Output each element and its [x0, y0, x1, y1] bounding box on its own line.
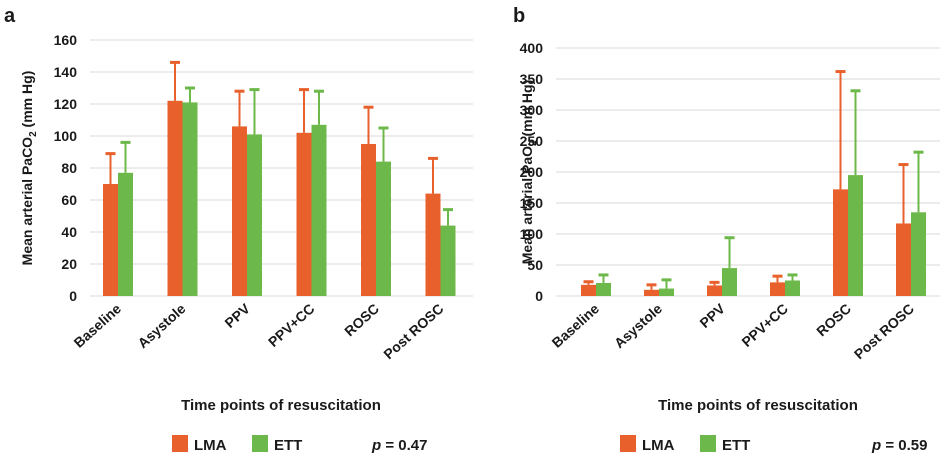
y-tick-label: 60 — [61, 192, 77, 208]
bar-lma — [581, 284, 596, 296]
bar-ett — [118, 172, 133, 296]
panel-label: a — [4, 5, 16, 27]
x-tick-label: PPV — [221, 300, 253, 331]
p-value-symbol: p — [371, 437, 381, 454]
y-axis-title-subscript: 2 — [28, 131, 39, 137]
bar-lma — [833, 189, 848, 296]
x-tick-label: Asystole — [134, 300, 188, 351]
y-tick-label: 100 — [520, 226, 544, 242]
bar-lma — [425, 193, 441, 296]
legend-swatch-lma — [620, 435, 636, 452]
p-value-number: = 0.59 — [881, 437, 927, 454]
x-tick-label: Baseline — [549, 300, 603, 351]
panel-label: b — [513, 5, 525, 27]
legend-swatch-lma — [172, 435, 188, 452]
y-tick-label: 140 — [54, 64, 78, 80]
bar-ett — [911, 212, 926, 296]
y-axis-title-unit: (mm Hg) — [19, 71, 35, 132]
bar-lma — [167, 100, 183, 296]
bar-ett — [376, 161, 391, 296]
p-value: p = 0.59 — [871, 437, 927, 454]
bar-lma — [707, 285, 722, 296]
p-value-symbol: p — [871, 437, 881, 454]
y-tick-label: 350 — [520, 71, 544, 87]
bar-lma — [896, 223, 911, 296]
bar-lma — [296, 132, 312, 296]
y-tick-label: 80 — [61, 160, 77, 176]
y-tick-label: 100 — [54, 128, 78, 144]
bar-ett — [440, 225, 456, 296]
legend-swatch-ett — [252, 435, 268, 452]
x-tick-label: Asystole — [611, 300, 665, 351]
y-axis-title: Mean arterial PaCO2 (mm Hg) — [19, 71, 39, 266]
y-tick-label: 150 — [520, 195, 544, 211]
x-tick-label: ROSC — [813, 300, 854, 339]
x-tick-label: Baseline — [71, 300, 125, 351]
x-axis-title: Time points of resuscitation — [658, 397, 858, 414]
x-tick-label: ROSC — [341, 300, 382, 339]
y-tick-label: 40 — [61, 224, 77, 240]
legend-swatch-ett — [700, 435, 716, 452]
chart-panel-b: b 0 50 100 150 200 250 300 350 400 Mean arterial P… — [513, 5, 940, 454]
bar-ett — [311, 124, 327, 296]
x-tick-label: PPV+CC — [738, 300, 791, 350]
y-tick-label: 0 — [69, 288, 77, 304]
y-tick-label: 20 — [61, 256, 77, 272]
y-axis-title-main: Mean arterial PaCO — [19, 137, 35, 265]
y-tick-label: 200 — [520, 164, 544, 180]
p-value-number: = 0.47 — [381, 437, 427, 454]
bar-lma — [644, 289, 659, 296]
legend-label-ett: ETT — [274, 437, 302, 454]
x-tick-label: Post ROSC — [851, 300, 917, 362]
bar-lma — [232, 126, 247, 297]
y-tick-label: 120 — [54, 96, 78, 112]
p-value: p = 0.47 — [371, 437, 427, 454]
y-tick-label: 0 — [535, 288, 543, 304]
x-tick-label: Post ROSC — [380, 300, 446, 362]
bar-ett — [659, 288, 674, 296]
bar-ett — [848, 175, 863, 296]
bar-ett — [722, 268, 737, 296]
bar-ett — [785, 280, 800, 296]
y-tick-label: 160 — [54, 32, 78, 48]
y-tick-label: 400 — [520, 40, 544, 56]
bar-ett — [596, 282, 611, 296]
y-tick-label: 250 — [520, 133, 544, 149]
bar-lma — [103, 184, 118, 296]
y-tick-label: 50 — [527, 257, 543, 273]
y-axis-title: Mean arterial PaO2 (mm Hg) — [519, 80, 539, 265]
legend-label-lma: LMA — [194, 437, 227, 454]
bar-ett — [247, 134, 262, 296]
x-tick-label: PPV — [696, 300, 728, 331]
legend-label-lma: LMA — [642, 437, 675, 454]
y-tick-label: 300 — [520, 102, 544, 118]
chart-panel-a: a 0 20 40 60 80 100 120 140 160 Mean arterial PaCO… — [4, 5, 473, 454]
bar-lma — [361, 144, 376, 296]
y-axis-title-subscript: 2 — [528, 140, 539, 146]
bar-ett — [182, 102, 198, 297]
legend-label-ett: ETT — [722, 437, 750, 454]
y-axis-title-main: Mean arterial PaO — [519, 146, 535, 264]
x-tick-label: PPV+CC — [265, 300, 318, 350]
y-axis-title-unit: (mm Hg) — [519, 80, 535, 141]
bar-lma — [770, 282, 785, 296]
x-axis-title: Time points of resuscitation — [181, 397, 381, 414]
